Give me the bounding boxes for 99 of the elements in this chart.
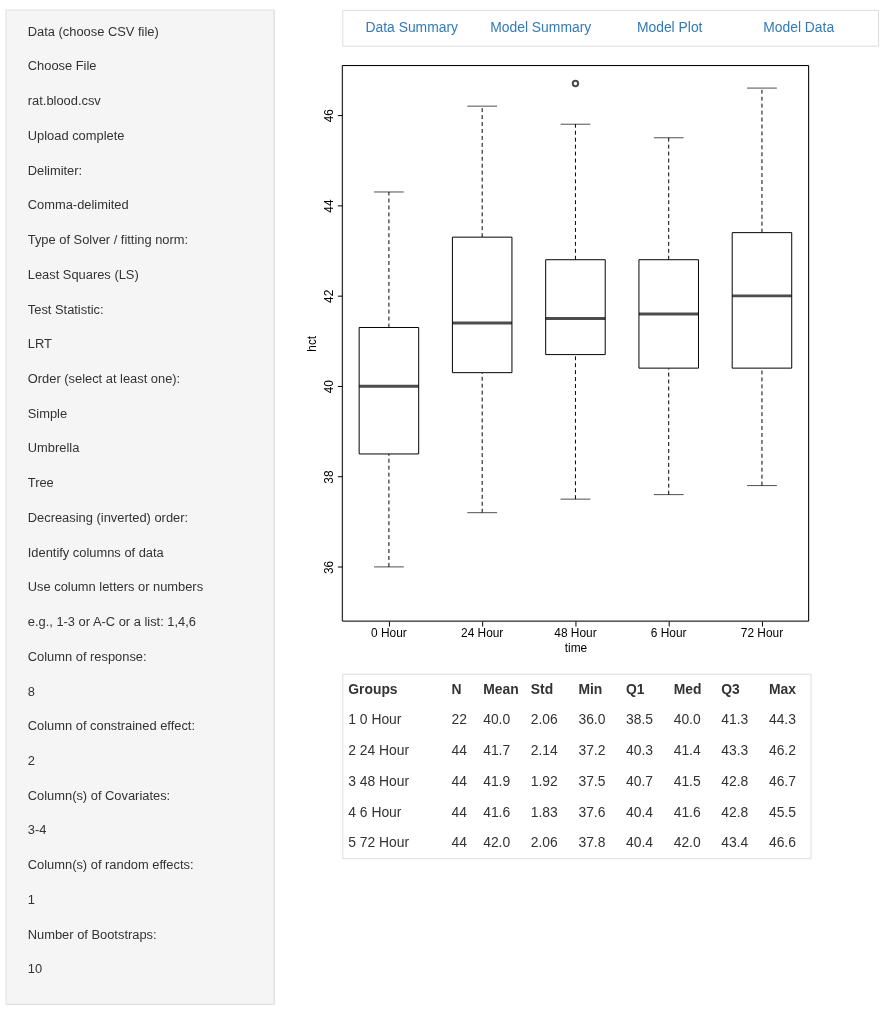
text: 40.7 — [626, 772, 654, 789]
text: 22 — [451, 711, 468, 728]
y-tick-label: 38 — [321, 470, 336, 484]
x-tick-label: 6 Hour — [650, 626, 687, 641]
text: 1.83 — [530, 803, 559, 820]
text: 10 — [27, 961, 43, 977]
text: 46.7 — [768, 772, 797, 789]
text: 44 — [451, 834, 468, 851]
text: Column(s) of Covariates: — [27, 787, 171, 803]
text: 44.3 — [768, 711, 797, 728]
text: 42.0 — [673, 834, 701, 851]
text: 38.5 — [626, 711, 654, 728]
text: Upload complete — [27, 127, 125, 143]
text: 41.3 — [721, 711, 749, 728]
text: 41.7 — [483, 742, 511, 759]
text: 3-4 — [27, 822, 47, 838]
text: 41.4 — [673, 742, 701, 759]
category-label: Q3 — [721, 680, 741, 697]
text: e.g., 1-3 or A-C or a list: 1,4,6 — [27, 614, 196, 630]
x-axis-title: time — [564, 641, 588, 656]
text: Choose File — [27, 58, 97, 74]
x-tick-label: 24 Hour — [461, 626, 504, 641]
text: 41.5 — [673, 772, 701, 789]
y-tick-label: 36 — [321, 560, 336, 574]
text: 37.8 — [578, 834, 606, 851]
text: Model Data — [763, 18, 835, 35]
text: 44 — [451, 742, 468, 759]
text: 1.92 — [530, 772, 559, 789]
text: 2 24 Hour — [348, 742, 410, 759]
text: Column of constrained effect: — [27, 718, 196, 734]
text: Model Plot — [636, 18, 703, 35]
text: 46.2 — [768, 742, 797, 759]
text: Model Summary — [490, 18, 592, 35]
text: Type of Solver / fitting norm: — [27, 232, 189, 248]
text: Data (choose CSV file) — [27, 23, 159, 39]
category-label: Mean — [483, 680, 519, 697]
text: Tree — [27, 475, 54, 491]
y-tick-label: 40 — [321, 379, 336, 394]
x-tick-label: 0 Hour — [371, 626, 407, 641]
text: 40.4 — [626, 834, 654, 851]
y-tick-label: 44 — [321, 199, 336, 213]
text: 5 72 Hour — [348, 834, 410, 851]
text: 41.9 — [483, 772, 511, 789]
text: 8 — [27, 683, 35, 699]
text: Umbrella — [27, 440, 81, 456]
text: 1 — [27, 891, 35, 907]
text: 40.3 — [626, 742, 654, 759]
text: Column of response: — [27, 648, 147, 664]
text: 46.6 — [768, 834, 797, 851]
x-tick-label: 72 Hour — [740, 626, 784, 641]
y-tick-label: 46 — [321, 108, 336, 123]
text: Test Statistic: — [27, 301, 104, 317]
text: 42.8 — [721, 772, 749, 789]
text: Number of Bootstraps: — [27, 926, 157, 942]
category-label: Q1 — [626, 680, 645, 697]
text: Order (select at least one): — [27, 370, 181, 386]
category-label: Min — [578, 680, 603, 697]
text: Simple — [27, 405, 68, 421]
text: Use column letters or numbers — [27, 579, 204, 595]
text: Comma-delimited — [27, 197, 129, 213]
text: Data Summary — [365, 18, 459, 35]
text: 44 — [451, 803, 468, 820]
text: 41.6 — [483, 803, 511, 820]
text: 42.8 — [721, 803, 749, 820]
category-label: Med — [673, 680, 702, 697]
text: 40.0 — [483, 711, 511, 728]
text: 45.5 — [768, 803, 797, 820]
text: Decreasing (inverted) order: — [27, 509, 189, 525]
text: Column(s) of random effects: — [27, 857, 194, 873]
text: 1 0 Hour — [348, 711, 402, 728]
text: 42.0 — [483, 834, 511, 851]
text: 2.06 — [530, 834, 559, 851]
text: Identify columns of data — [27, 544, 165, 560]
text: 2 — [27, 752, 35, 768]
text: 2.14 — [530, 742, 559, 759]
text: LRT — [27, 336, 53, 352]
text: 37.2 — [578, 742, 606, 759]
x-tick-label: 48 Hour — [554, 626, 597, 641]
text: 44 — [451, 772, 468, 789]
text: 43.4 — [721, 834, 749, 851]
text: 3 48 Hour — [348, 772, 410, 789]
y-axis-title: hct — [305, 335, 319, 352]
text: 41.6 — [673, 803, 701, 820]
text: Least Squares (LS) — [27, 266, 139, 282]
category-label: Max — [768, 680, 797, 697]
category-label: N — [451, 680, 462, 697]
y-tick-label: 42 — [321, 289, 336, 303]
text: 40.4 — [626, 803, 654, 820]
text: 37.6 — [578, 803, 606, 820]
text: 36.0 — [578, 711, 606, 728]
text: 43.3 — [721, 742, 749, 759]
category-label: Std — [530, 680, 554, 697]
text: Delimiter: — [27, 162, 83, 178]
text: 2.06 — [530, 711, 559, 728]
text: 37.5 — [578, 772, 606, 789]
category-label: Groups — [348, 680, 398, 697]
text: 4 6 Hour — [348, 803, 402, 820]
text: 40.0 — [673, 711, 701, 728]
text: rat.blood.csv — [27, 93, 102, 109]
